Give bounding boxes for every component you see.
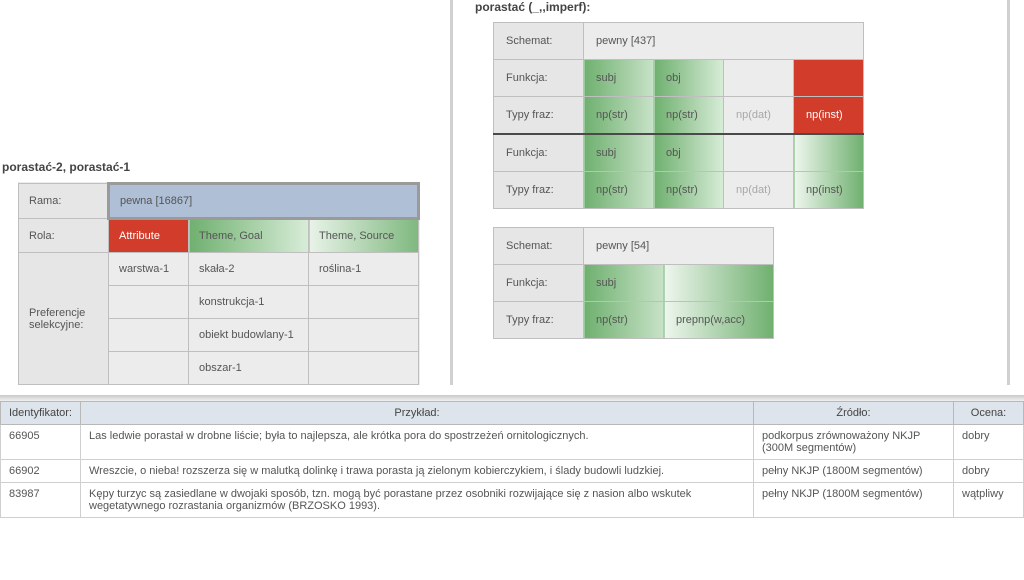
ex-rate: dobry	[954, 460, 1024, 483]
funkcja-label: Funkcja:	[494, 60, 584, 97]
typy-label: Typy fraz:	[494, 97, 584, 135]
funkcja-cell[interactable]: obj	[654, 134, 724, 172]
right-table-2: Schemat: pewny [54] Funkcja: subj Typy f…	[493, 227, 774, 339]
schemat-label: Schemat:	[494, 23, 584, 60]
funkcja-cell[interactable]: subj	[584, 60, 654, 97]
ex-text: Wreszcie, o nieba! rozszerza się w malut…	[81, 460, 754, 483]
ex-src: pełny NKJP (1800M segmentów)	[754, 460, 954, 483]
ex-id: 83987	[1, 483, 81, 518]
pref-cell-empty	[109, 286, 189, 319]
left-heading-a: porastać-2	[2, 160, 63, 174]
typy-cell[interactable]: np(str)	[654, 172, 724, 209]
schemat-value[interactable]: pewny [54]	[584, 228, 774, 265]
typy-cell[interactable]: np(inst)	[794, 172, 864, 209]
col-source[interactable]: Źródło:	[754, 402, 954, 425]
typy-label: Typy fraz:	[494, 302, 584, 339]
funkcja-cell-empty	[724, 134, 794, 172]
ex-rate: wątpliwy	[954, 483, 1024, 518]
pref-cell-empty	[309, 352, 419, 385]
rola-theme-goal[interactable]: Theme, Goal	[189, 219, 309, 253]
funkcja-cell[interactable]: subj	[584, 265, 664, 302]
rama-value-cell[interactable]: pewna [16867]	[109, 184, 419, 219]
typy-cell[interactable]: prepnp(w,acc)	[664, 302, 774, 339]
funkcja-cell-empty[interactable]	[794, 134, 864, 172]
funkcja-cell-empty[interactable]	[664, 265, 774, 302]
col-rating[interactable]: Ocena:	[954, 402, 1024, 425]
typy-cell[interactable]: np(inst)	[794, 97, 864, 135]
typy-cell[interactable]: np(dat)	[724, 97, 794, 135]
pref-cell-empty	[109, 319, 189, 352]
funkcja-cell-empty	[724, 60, 794, 97]
col-id[interactable]: Identyfikator:	[1, 402, 81, 425]
pref-cell-empty	[309, 286, 419, 319]
table-row[interactable]: 83987 Kępy turzyc są zasiedlane w dwojak…	[1, 483, 1024, 518]
rama-label: Rama:	[19, 184, 109, 219]
funkcja-cell-empty[interactable]	[794, 60, 864, 97]
funkcja-label: Funkcja:	[494, 265, 584, 302]
table-row[interactable]: 66905 Las ledwie porastał w drobne liści…	[1, 425, 1024, 460]
ex-src: podkorpus zrównoważony NKJP (300M segmen…	[754, 425, 954, 460]
left-table: Rama: pewna [16867] Rola: Attribute Them…	[18, 182, 420, 385]
rola-attribute[interactable]: Attribute	[109, 219, 189, 253]
ex-text: Las ledwie porastał w drobne liście; był…	[81, 425, 754, 460]
schemat-label: Schemat:	[494, 228, 584, 265]
ex-text: Kępy turzyc są zasiedlane w dwojaki spos…	[81, 483, 754, 518]
schemat-value[interactable]: pewny [437]	[584, 23, 864, 60]
funkcja-label: Funkcja:	[494, 134, 584, 172]
funkcja-cell[interactable]: obj	[654, 60, 724, 97]
table-row[interactable]: 66902 Wreszcie, o nieba! rozszerza się w…	[1, 460, 1024, 483]
typy-cell[interactable]: np(str)	[654, 97, 724, 135]
pref-cell-empty	[309, 319, 419, 352]
rola-label: Rola:	[19, 219, 109, 253]
rola-theme-source[interactable]: Theme, Source	[309, 219, 419, 253]
ex-rate: dobry	[954, 425, 1024, 460]
pref-cell[interactable]: obiekt budowlany-1	[189, 319, 309, 352]
typy-label: Typy fraz:	[494, 172, 584, 209]
right-heading: porastać (_,,imperf):	[475, 0, 1003, 14]
right-table-1: Schemat: pewny [437] Funkcja: subj obj T…	[493, 22, 864, 209]
pref-cell[interactable]: skała-2	[189, 253, 309, 286]
funkcja-cell[interactable]: subj	[584, 134, 654, 172]
typy-cell[interactable]: np(str)	[584, 172, 654, 209]
ex-id: 66905	[1, 425, 81, 460]
pref-cell[interactable]: roślina-1	[309, 253, 419, 286]
typy-cell[interactable]: np(dat)	[724, 172, 794, 209]
pref-cell[interactable]: konstrukcja-1	[189, 286, 309, 319]
left-heading: porastać-2, porastać-1	[2, 160, 440, 174]
ex-src: pełny NKJP (1800M segmentów)	[754, 483, 954, 518]
typy-cell[interactable]: np(str)	[584, 97, 654, 135]
col-example[interactable]: Przykład:	[81, 402, 754, 425]
pref-cell[interactable]: warstwa-1	[109, 253, 189, 286]
pref-label: Preferencje selekcyjne:	[19, 253, 109, 385]
left-heading-b: porastać-1	[69, 160, 130, 174]
ex-id: 66902	[1, 460, 81, 483]
typy-cell[interactable]: np(str)	[584, 302, 664, 339]
examples-table: Identyfikator: Przykład: Źródło: Ocena: …	[0, 401, 1024, 518]
pref-cell-empty	[109, 352, 189, 385]
pref-cell[interactable]: obszar-1	[189, 352, 309, 385]
